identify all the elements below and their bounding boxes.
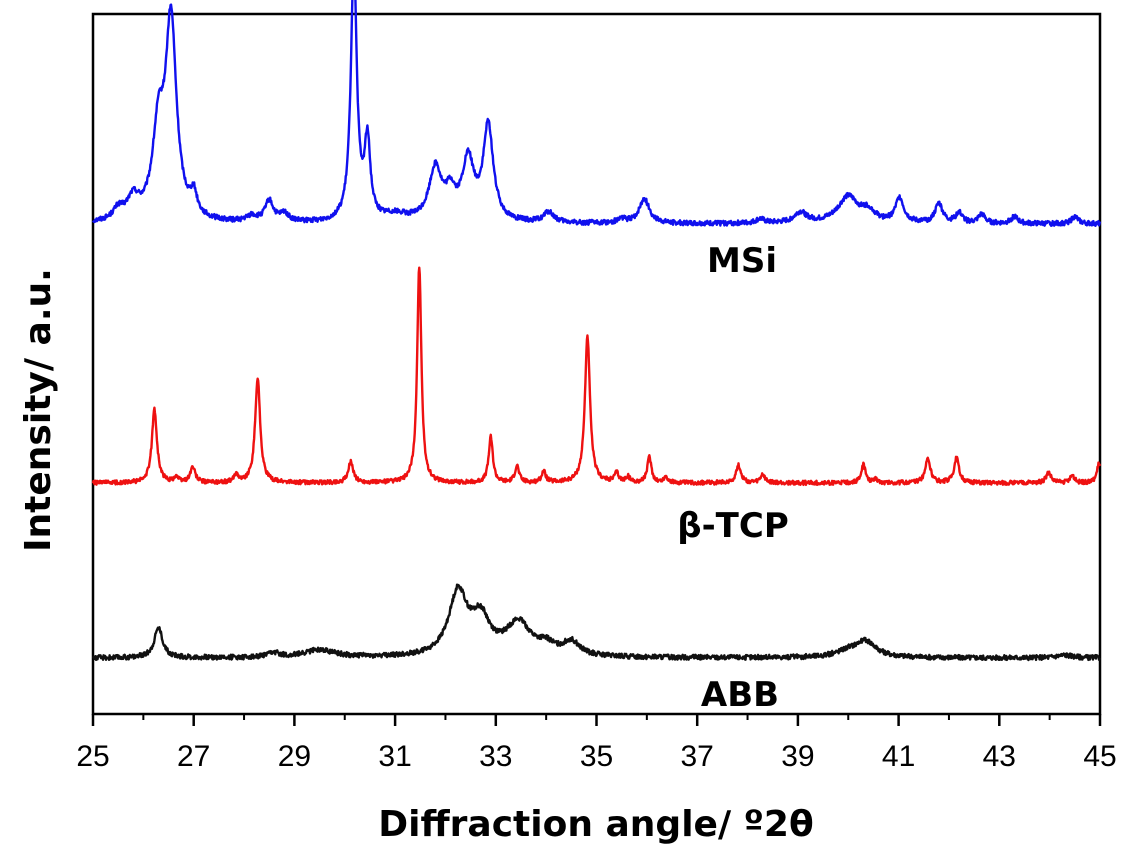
x-tick-label: 27 (177, 740, 210, 773)
x-axis: 25 27 29 31 33 35 37 39 41 43 45 (76, 714, 1117, 773)
x-tick-label: 35 (580, 740, 613, 773)
series-label-abb: ABB (701, 675, 779, 715)
x-tick-label: 25 (76, 740, 109, 773)
series-label-msi: MSi (707, 241, 777, 281)
x-axis-title: Diffraction angle/ º2θ (378, 804, 813, 845)
x-tick-label: 45 (1083, 740, 1116, 773)
x-tick-label: 33 (479, 740, 512, 773)
series-layer (91, 0, 1102, 662)
series-line-btcp (91, 266, 1102, 487)
plot-frame (91, 12, 1102, 716)
series-line-msi (91, 0, 1102, 227)
y-axis-title: Intensity/ a.u. (18, 268, 59, 552)
x-tick-label: 37 (681, 740, 714, 773)
x-tick-label: 41 (882, 740, 915, 773)
series-label-btcp: β-TCP (677, 506, 789, 546)
series-line-abb (91, 583, 1102, 662)
x-tick-label: 43 (983, 740, 1016, 773)
x-tick-label: 31 (378, 740, 411, 773)
x-tick-label: 39 (781, 740, 814, 773)
x-tick-label: 29 (278, 740, 311, 773)
